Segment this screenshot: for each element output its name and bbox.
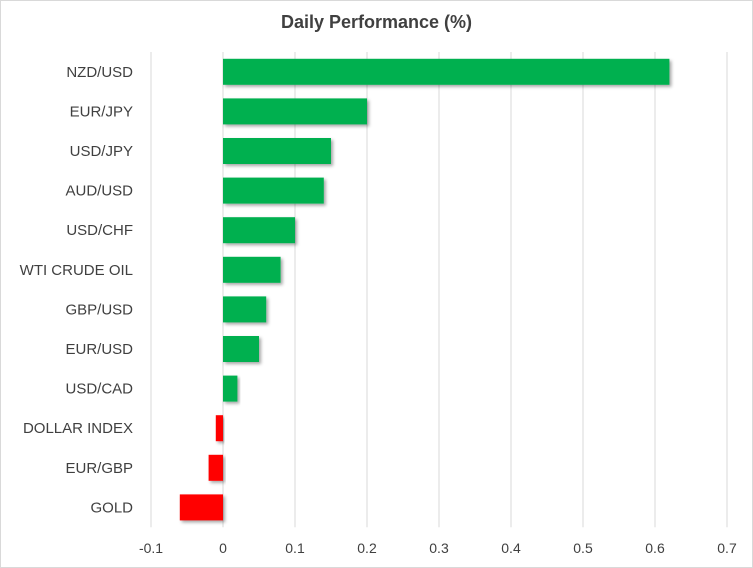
- x-tick-label: 0.1: [285, 540, 305, 556]
- bar-usd-chf: [223, 217, 295, 244]
- x-tick-label: 0.5: [573, 540, 593, 556]
- category-label: NZD/USD: [66, 64, 133, 81]
- bar-usd-jpy: [223, 138, 331, 164]
- bar-aud-usd: [223, 177, 324, 204]
- x-axis-tick-labels: -0.1 0 0.1 0.2 0.3 0.4 0.5 0.6 0.7: [139, 540, 737, 556]
- category-label: EUR/JPY: [70, 103, 133, 120]
- category-labels: NZD/USD EUR/JPY USD/JPY AUD/USD USD/CHF WTI C…: [20, 64, 134, 517]
- bar-gbp-usd: [223, 296, 267, 323]
- x-tick-label: -0.1: [139, 540, 163, 556]
- bar-wti-crude-oil: [223, 256, 281, 283]
- x-tick-label: 0.2: [357, 540, 377, 556]
- gridlines: [150, 52, 728, 528]
- bar-gold: [179, 494, 223, 521]
- category-label: WTI CRUDE OIL: [20, 262, 133, 279]
- category-label: EUR/USD: [65, 341, 133, 358]
- category-label: AUD/USD: [65, 183, 133, 200]
- category-label: DOLLAR INDEX: [23, 420, 133, 437]
- x-tick-label: 0: [219, 540, 227, 556]
- chart-title: Daily Performance (%): [280, 12, 473, 32]
- x-tick-label: 0.7: [717, 540, 737, 556]
- bar-dollar-index: [215, 415, 223, 442]
- x-tick-label: 0.4: [501, 540, 521, 556]
- bar-usd-cad: [223, 375, 238, 402]
- category-label: EUR/GBP: [65, 460, 133, 477]
- category-label: USD/JPY: [70, 143, 133, 160]
- x-tick-label: 0.6: [645, 540, 665, 556]
- bar-eur-jpy: [223, 98, 367, 125]
- bars: [179, 58, 670, 521]
- bar-eur-usd: [223, 336, 259, 362]
- bar-nzd-usd: [223, 58, 670, 85]
- category-label: GBP/USD: [65, 301, 133, 318]
- x-tick-label: 0.3: [429, 540, 449, 556]
- category-label: USD/CHF: [66, 222, 133, 239]
- bar-eur-gbp: [208, 454, 223, 481]
- category-label: GOLD: [90, 499, 133, 516]
- category-label: USD/CAD: [65, 381, 133, 398]
